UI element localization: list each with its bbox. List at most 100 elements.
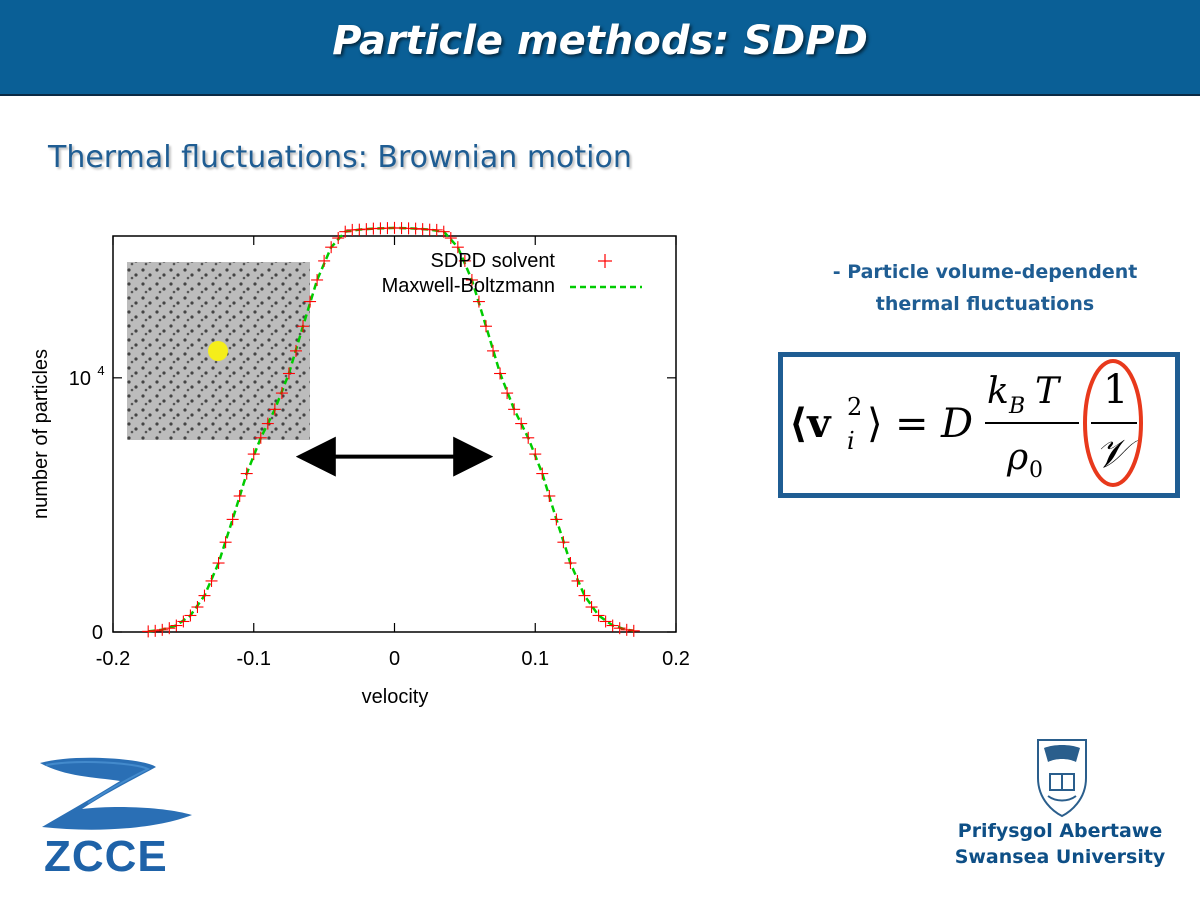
sdpd-point-9	[205, 574, 218, 587]
university-name-english: Swansea University	[954, 846, 1166, 868]
sdpd-point-64	[592, 609, 605, 622]
eq-rho: ρ	[1006, 437, 1028, 478]
sdpd-point-1	[149, 624, 162, 637]
sdpd-point-47	[472, 295, 485, 308]
brownian-particle-highlight	[208, 341, 228, 361]
eq-sup: 2	[847, 393, 862, 421]
eq-D: D	[940, 401, 973, 447]
sdpd-point-44	[451, 241, 464, 254]
y-tick-label-1: 10	[69, 368, 91, 390]
sdpd-point-42	[437, 225, 450, 238]
sdpd-point-45	[458, 254, 471, 267]
equation-box: ⟨v 2 i ⟩ = D k B T ρ 0 1 𝒱	[778, 352, 1180, 498]
slide-title: Particle methods: SDPD	[332, 18, 868, 64]
eq-k: k	[987, 371, 1009, 412]
sdpd-point-59	[557, 536, 570, 549]
sdpd-point-24	[311, 273, 324, 286]
equation: ⟨v 2 i ⟩ = D k B T ρ 0 1 𝒱	[789, 359, 1143, 487]
sdpd-point-25	[318, 254, 331, 267]
volume-note: - Particle volume-dependent thermal fluc…	[790, 256, 1180, 320]
sdpd-point-27	[332, 232, 345, 245]
x-tick-label-3: 0.1	[521, 648, 549, 670]
sdpd-point-20	[282, 367, 295, 380]
sdpd-point-0	[142, 625, 155, 638]
sdpd-point-13	[233, 489, 246, 502]
sdpd-point-10	[212, 557, 225, 570]
zcce-logo-text: ZCCE	[44, 832, 168, 881]
sdpd-point-69	[627, 624, 640, 637]
sdpd-point-17	[261, 417, 274, 430]
sdpd-point-11	[219, 536, 232, 549]
sdpd-point-60	[564, 557, 577, 570]
sdpd-point-56	[536, 467, 549, 480]
particle-snapshot-inset	[127, 262, 310, 440]
legend-label-mb: Maxwell-Boltzmann	[382, 275, 555, 297]
sdpd-point-12	[226, 513, 239, 526]
sdpd-point-49	[487, 344, 500, 357]
x-axis-label: velocity	[362, 686, 429, 708]
x-tick-label-4: 0.2	[662, 648, 690, 670]
sdpd-point-46	[465, 273, 478, 286]
y-tick-exponent-1: 4	[97, 363, 104, 378]
sdpd-point-63	[585, 601, 598, 614]
sdpd-point-6	[184, 609, 197, 622]
sdpd-point-65	[599, 615, 612, 628]
sdpd-point-21	[289, 344, 302, 357]
eq-lhs: ⟨v	[789, 400, 832, 447]
eq-T: T	[1035, 371, 1062, 412]
sdpd-point-62	[578, 589, 591, 602]
x-tick-label-0: -0.2	[96, 648, 130, 670]
sdpd-point-19	[275, 387, 288, 400]
university-crest-icon	[1037, 739, 1087, 818]
note-line-2: thermal fluctuations	[875, 293, 1095, 315]
sdpd-point-2	[156, 623, 169, 636]
eq-equals: =	[895, 401, 929, 447]
title-bar: Particle methods: SDPD	[0, 0, 1200, 96]
sdpd-point-22	[297, 320, 310, 333]
sdpd-point-18	[268, 403, 281, 416]
university-name-welsh: Prifysgol Abertawe	[957, 820, 1163, 842]
x-tick-label-2: 0	[389, 648, 400, 670]
eq-sub: i	[847, 427, 855, 455]
y-tick-label-0: 0	[92, 622, 103, 644]
note-line-1: - Particle volume-dependent	[832, 261, 1138, 283]
sdpd-point-67	[613, 622, 626, 635]
zcce-logo-icon	[40, 757, 192, 830]
velocity-distribution-chart: -0.2 -0.1 0 0.1 0.2 0 10 4 SDPD solvent Maxwell…	[30, 221, 690, 708]
sdpd-point-14	[240, 467, 253, 480]
sdpd-point-57	[543, 489, 556, 502]
eq-one: 1	[1103, 367, 1128, 413]
chart-legend: SDPD solvent Maxwell-Boltzmann	[382, 250, 642, 297]
sdpd-point-50	[494, 367, 507, 380]
sdpd-point-4	[170, 619, 183, 632]
sdpd-point-16	[254, 431, 267, 444]
slide-subtitle: Thermal fluctuations: Brownian motion	[48, 140, 632, 175]
legend-marker-sdpd	[598, 254, 612, 268]
sdpd-point-66	[606, 619, 619, 632]
legend-label-sdpd: SDPD solvent	[431, 250, 556, 272]
volume-highlight-circle	[1083, 359, 1143, 487]
sdpd-point-58	[550, 513, 563, 526]
sdpd-point-26	[325, 241, 338, 254]
x-tick-label-1: -0.1	[237, 648, 271, 670]
sdpd-point-54	[522, 431, 535, 444]
sdpd-point-55	[529, 448, 542, 461]
sdpd-point-28	[339, 225, 352, 238]
sdpd-point-23	[304, 295, 317, 308]
sdpd-point-7	[191, 601, 204, 614]
sdpd-point-48	[479, 320, 492, 333]
y-axis-label: number of particles	[30, 349, 52, 519]
sdpd-point-51	[501, 387, 514, 400]
sdpd-point-8	[198, 589, 211, 602]
sdpd-point-61	[571, 574, 584, 587]
sdpd-point-15	[247, 448, 260, 461]
eq-kB-sub: B	[1008, 394, 1025, 419]
sdpd-point-5	[177, 615, 190, 628]
eq-close: ⟩	[867, 401, 883, 447]
sdpd-point-43	[444, 232, 457, 245]
eq-rho-sub: 0	[1029, 458, 1043, 483]
sdpd-point-52	[508, 403, 521, 416]
sdpd-point-3	[163, 622, 176, 635]
sdpd-point-53	[515, 417, 528, 430]
sdpd-point-68	[620, 623, 633, 636]
